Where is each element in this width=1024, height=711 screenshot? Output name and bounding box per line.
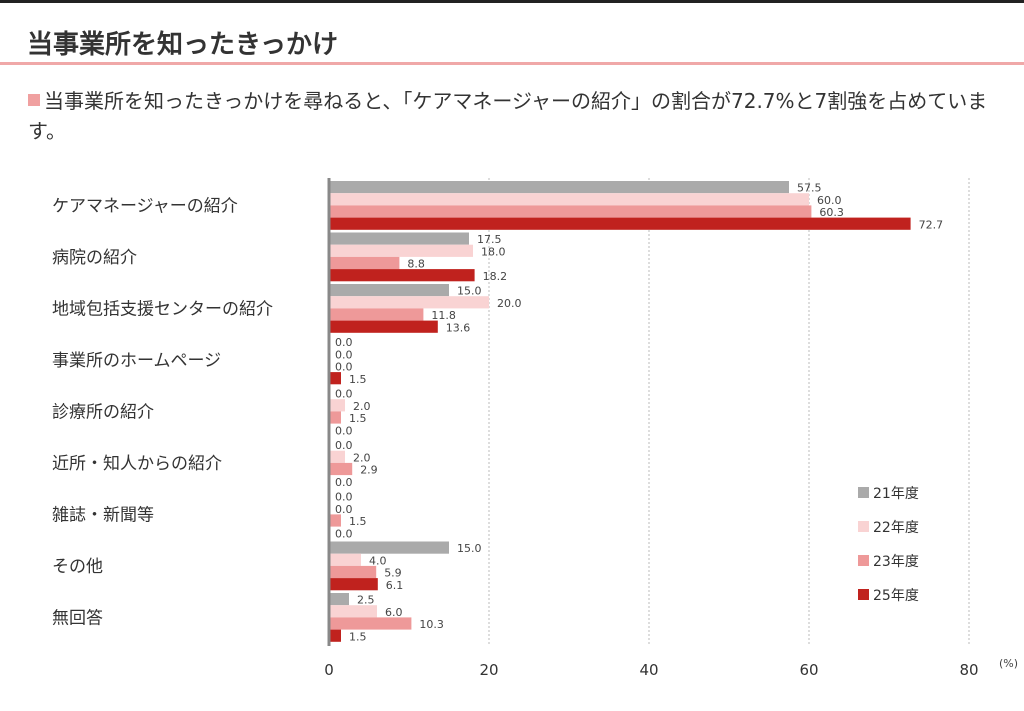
- value-label: 0.0: [335, 503, 353, 516]
- bar: [329, 296, 489, 309]
- top-border: [0, 0, 1024, 3]
- category-label: 近所・知人からの紹介: [52, 454, 222, 474]
- bar: [329, 217, 911, 230]
- value-label: 60.3: [819, 206, 844, 219]
- value-label: 18.0: [481, 245, 506, 258]
- square-bullet-icon: [28, 94, 40, 106]
- x-tick-label: 40: [639, 661, 658, 679]
- legend-swatch: [858, 589, 869, 600]
- bar: [329, 269, 475, 282]
- bar: [329, 232, 469, 245]
- value-label: 2.9: [360, 464, 378, 477]
- value-label: 5.9: [384, 567, 402, 580]
- value-label: 1.5: [349, 515, 367, 528]
- x-tick-label: 60: [799, 661, 818, 679]
- page-title: 当事業所を知ったきっかけ: [27, 30, 338, 60]
- value-label: 1.5: [349, 373, 367, 386]
- value-label: 0.0: [335, 388, 353, 401]
- lead-paragraph: 当事業所を知ったきっかけを尋ねると、「ケアマネージャーの紹介」の割合が72.7%…: [28, 86, 1008, 146]
- category-label: ケアマネージャーの紹介: [52, 196, 238, 216]
- bar: [329, 565, 377, 579]
- value-label: 1.5: [349, 412, 367, 425]
- x-tick-label: 20: [479, 661, 498, 679]
- value-label: 2.0: [353, 400, 371, 413]
- bar: [329, 205, 812, 218]
- value-label: 13.6: [446, 321, 471, 334]
- value-label: 1.5: [349, 630, 367, 643]
- bar: [329, 605, 377, 618]
- bar: [329, 308, 424, 321]
- value-label: 0.0: [335, 348, 353, 361]
- bar: [329, 553, 361, 566]
- bar: [329, 193, 809, 206]
- category-label: その他: [52, 557, 103, 577]
- value-label: 20.0: [497, 297, 522, 310]
- category-label: 診療所の紹介: [52, 402, 154, 422]
- category-label: 事業所のホームページ: [52, 351, 221, 371]
- value-label: 0.0: [335, 439, 353, 452]
- category-label: 無回答: [52, 608, 103, 628]
- x-unit-label: (%): [999, 657, 1018, 670]
- value-label: 72.7: [919, 218, 944, 231]
- bar: [329, 462, 353, 476]
- bar: [329, 399, 345, 412]
- bar: [329, 450, 345, 463]
- x-tick-label: 80: [959, 661, 978, 679]
- bar: [329, 284, 449, 297]
- value-label: 0.0: [335, 476, 353, 489]
- value-label: 2.5: [357, 594, 375, 607]
- value-label: 0.0: [335, 424, 353, 437]
- x-tick-label: 0: [324, 661, 334, 679]
- legend-label: 25年度: [873, 588, 919, 604]
- legend-swatch: [858, 487, 869, 498]
- legend-label: 23年度: [873, 554, 919, 570]
- category-label: 病院の紹介: [52, 248, 137, 268]
- value-label: 4.0: [369, 554, 387, 567]
- legend-label: 21年度: [873, 486, 919, 502]
- value-label: 6.0: [385, 606, 403, 619]
- bar: [329, 541, 449, 554]
- legend-swatch: [858, 521, 869, 532]
- value-label: 18.2: [483, 270, 508, 283]
- category-label: 地域包括支援センターの紹介: [52, 299, 273, 319]
- value-label: 2.0: [353, 451, 371, 464]
- value-label: 60.0: [817, 194, 842, 207]
- bar: [329, 244, 473, 257]
- value-label: 10.3: [419, 618, 444, 631]
- bar: [329, 320, 438, 333]
- value-label: 0.0: [335, 361, 353, 374]
- bar: [329, 578, 378, 591]
- legend-swatch: [858, 555, 869, 566]
- bar: [329, 256, 400, 270]
- value-label: 0.0: [335, 491, 353, 504]
- value-label: 11.8: [431, 309, 456, 322]
- bar: [329, 181, 789, 194]
- lead-text: 当事業所を知ったきっかけを尋ねると、「ケアマネージャーの紹介」の割合が72.7%…: [28, 89, 988, 143]
- title-divider: [0, 62, 1024, 65]
- bar: [329, 372, 341, 385]
- bar: [329, 617, 412, 630]
- value-label: 0.0: [335, 336, 353, 349]
- category-label: 雑誌・新聞等: [52, 505, 154, 525]
- value-label: 57.5: [797, 182, 822, 195]
- value-label: 8.8: [407, 258, 425, 271]
- value-label: 15.0: [457, 542, 482, 555]
- bar: [329, 411, 341, 424]
- value-label: 15.0: [457, 285, 482, 298]
- bar: [329, 593, 349, 606]
- bar: [329, 629, 341, 642]
- value-label: 0.0: [335, 527, 353, 540]
- value-label: 6.1: [386, 579, 404, 592]
- bar: [329, 514, 341, 527]
- value-label: 17.5: [477, 233, 502, 246]
- legend-label: 22年度: [873, 520, 919, 536]
